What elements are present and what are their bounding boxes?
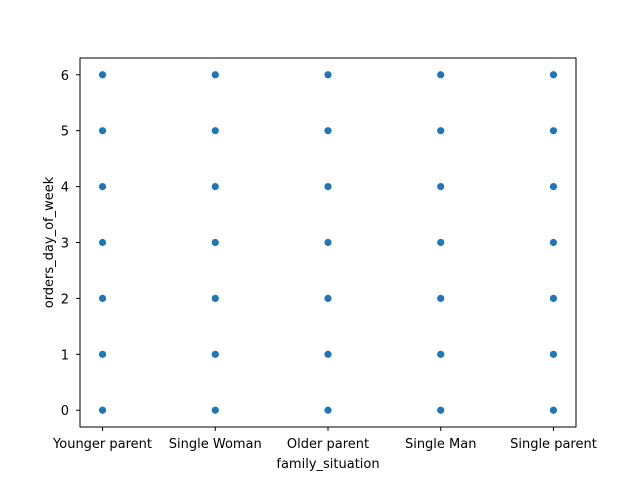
y-tick-label: 5 bbox=[61, 125, 69, 140]
data-point bbox=[210, 349, 220, 359]
data-point bbox=[323, 70, 333, 80]
data-point bbox=[549, 238, 558, 247]
data-point bbox=[436, 126, 446, 136]
y-tick-label: 2 bbox=[61, 292, 69, 307]
data-point bbox=[210, 405, 220, 415]
data-point bbox=[549, 70, 558, 80]
y-tick-label: 6 bbox=[61, 69, 69, 84]
x-axis-label: family_situation bbox=[276, 457, 379, 472]
y-tick-label: 1 bbox=[61, 348, 69, 363]
data-point bbox=[323, 182, 333, 191]
data-point bbox=[436, 238, 446, 247]
data-point bbox=[436, 294, 446, 303]
data-point bbox=[210, 126, 220, 136]
ticks-layer: Younger parent Single Woman Older parent Si… bbox=[52, 69, 597, 452]
data-point bbox=[436, 405, 446, 415]
data-point bbox=[549, 182, 558, 191]
data-point bbox=[210, 70, 220, 80]
data-point bbox=[98, 182, 107, 191]
data-point bbox=[549, 294, 558, 303]
data-point bbox=[436, 182, 446, 191]
x-tick-label: Single Woman bbox=[169, 437, 262, 452]
data-point bbox=[323, 405, 333, 415]
data-point bbox=[210, 238, 220, 247]
x-tick-label: Younger parent bbox=[52, 437, 152, 452]
data-point bbox=[323, 126, 333, 136]
data-point bbox=[549, 405, 558, 415]
points-layer bbox=[98, 70, 558, 415]
data-point bbox=[323, 238, 333, 247]
y-tick-label: 3 bbox=[61, 237, 69, 252]
data-point bbox=[98, 238, 107, 247]
data-point bbox=[98, 294, 107, 303]
y-tick-label: 4 bbox=[61, 181, 69, 196]
data-point bbox=[98, 349, 107, 359]
data-point bbox=[98, 70, 107, 80]
data-point bbox=[549, 126, 558, 136]
data-point bbox=[436, 70, 446, 80]
data-point bbox=[323, 349, 333, 359]
data-point bbox=[210, 294, 220, 303]
x-tick-label: Older parent bbox=[287, 437, 369, 452]
data-point bbox=[98, 405, 107, 415]
x-tick-label: Single Man bbox=[405, 437, 477, 452]
x-tick-label: Single parent bbox=[510, 437, 597, 452]
y-tick-label: 0 bbox=[61, 404, 69, 419]
data-point bbox=[323, 294, 333, 303]
data-point bbox=[436, 349, 446, 359]
data-point bbox=[549, 349, 558, 359]
plot-frame bbox=[79, 57, 577, 428]
data-point bbox=[210, 182, 220, 191]
y-axis-label: orders_day_of_week bbox=[42, 176, 57, 308]
data-point bbox=[98, 126, 107, 136]
